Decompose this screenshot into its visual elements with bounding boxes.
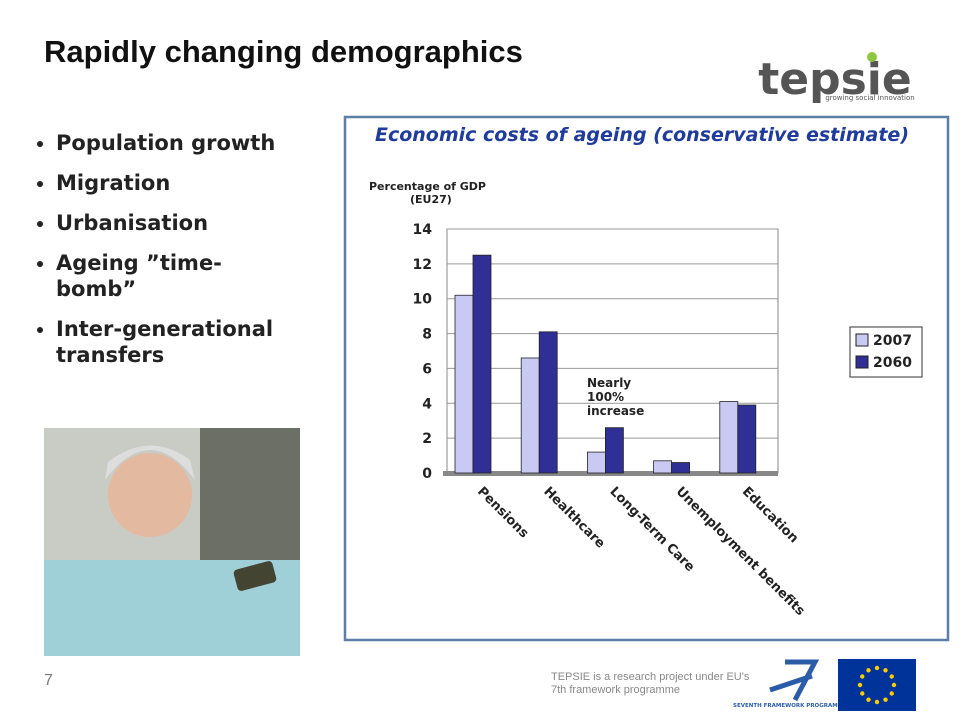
y-tick-label: 12: [413, 257, 432, 273]
logo-tagline: growing social innovation: [825, 94, 914, 102]
bar: [472, 254, 492, 474]
legend-swatch: [855, 355, 869, 369]
star: [857, 682, 863, 688]
bar: [520, 357, 540, 474]
annotation: Nearly: [587, 376, 631, 390]
legend-label: 2060: [873, 355, 912, 371]
star: [883, 697, 888, 702]
bar: [538, 331, 558, 474]
annotation: 100%: [587, 390, 624, 404]
star: [874, 699, 880, 705]
bullet: Inter-generational transfers: [56, 316, 296, 368]
star: [860, 674, 865, 679]
star: [891, 682, 897, 688]
y-axis-label: (EU27): [410, 193, 452, 206]
y-tick-label: 8: [422, 327, 432, 343]
star: [866, 668, 871, 673]
y-tick-label: 2: [422, 431, 432, 447]
star: [860, 691, 865, 696]
fp7-label: SEVENTH FRAMEWORK PROGRAMME: [733, 703, 847, 709]
bullet-list: Population growth Migration Urbanisation Ag…: [20, 130, 296, 382]
logo-dot: [867, 52, 877, 62]
logo: tepsie: [758, 54, 911, 105]
fp7-logo: SEVENTH FRAMEWORK PROGRAMME: [733, 659, 847, 709]
star: [889, 691, 894, 696]
y-tick-label: 10: [413, 292, 433, 308]
bar: [587, 451, 606, 474]
bar: [719, 401, 739, 474]
annotation: increase: [587, 404, 644, 418]
bullet: Urbanisation: [56, 210, 296, 236]
footer-note: TEPSIE is a research project under EU's …: [551, 671, 750, 696]
bar: [737, 404, 757, 474]
star: [866, 697, 871, 702]
star: [883, 668, 888, 673]
star: [889, 674, 894, 679]
bullet: Ageing ”time-bomb”: [56, 250, 296, 302]
bullet: Migration: [56, 170, 296, 196]
bar: [605, 427, 624, 474]
y-tick-label: 6: [422, 361, 432, 377]
legend-label: 2007: [873, 333, 912, 349]
eu-stars: [857, 665, 897, 705]
chart-title: Economic costs of ageing (conservative e…: [375, 124, 909, 146]
legend-swatch: [855, 333, 869, 347]
slide-title: Rapidly changing demographics: [44, 34, 523, 69]
y-axis-label: Percentage of GDP: [369, 180, 486, 193]
y-tick-label: 4: [422, 396, 432, 412]
star: [874, 665, 880, 671]
photo: [44, 428, 300, 656]
bullet: Population growth: [56, 130, 296, 156]
page-number: 7: [44, 672, 53, 689]
bar: [671, 462, 690, 474]
y-tick-label: 0: [422, 466, 432, 482]
bar: [454, 294, 474, 474]
floor: [443, 471, 778, 476]
y-tick-label: 14: [413, 222, 433, 238]
bar: [653, 460, 672, 474]
